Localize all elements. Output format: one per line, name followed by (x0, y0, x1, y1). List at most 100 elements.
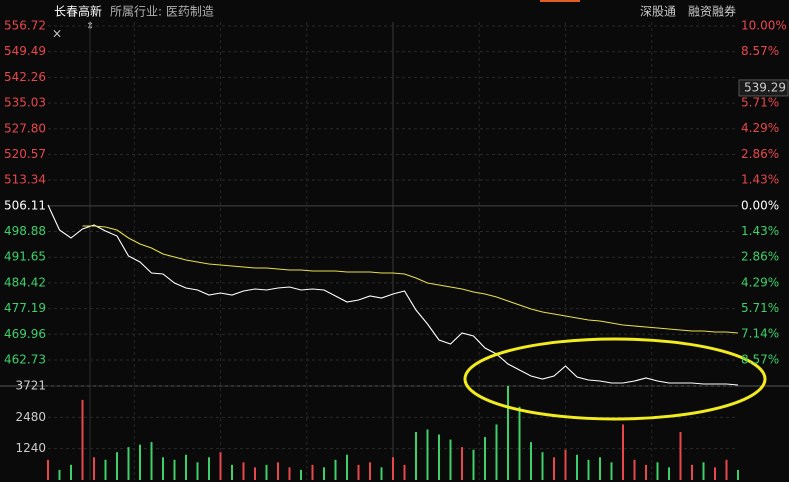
volume-bar (116, 452, 118, 480)
y2-tick-label: 5.71% (741, 96, 779, 110)
y2-tick-label: 4.29% (741, 121, 779, 135)
close-icon[interactable]: × (52, 27, 62, 41)
volume-bar (518, 406, 521, 480)
volume-bar (380, 467, 383, 480)
y-tick-label: 498.88 (4, 224, 46, 238)
stock-name: 长春高新 (54, 4, 102, 19)
volume-bar (300, 469, 302, 480)
top-accent (540, 0, 580, 2)
y-tick-label: 556.72 (4, 19, 46, 33)
volume-bar (81, 399, 84, 480)
volume-bar (346, 454, 348, 480)
volume-bar (139, 444, 141, 480)
volume-bar (392, 457, 394, 480)
tag[interactable]: 深股通 (640, 5, 676, 19)
volume-bar (599, 457, 601, 480)
volume-bar (495, 424, 498, 480)
y2-tick-label: 2.86% (741, 147, 779, 161)
volume-bar (438, 434, 440, 480)
volume-bar (288, 467, 291, 480)
volume-bar (93, 457, 95, 480)
y-tick-label: 3721 (15, 379, 46, 393)
cursor-label: 539.29 (744, 80, 786, 94)
y2-tick-label: 1.43% (741, 224, 779, 238)
grid (0, 22, 789, 480)
volume-bar (415, 432, 417, 480)
y2-tick-label: 10.00% (741, 19, 787, 33)
volume-bar (277, 462, 279, 480)
y-tick-label: 484.42 (4, 275, 46, 289)
volume-bar (185, 454, 187, 480)
line-series (82, 225, 739, 334)
volume-bar (196, 462, 199, 480)
volume-bar (633, 459, 636, 480)
y-tick-label: 527.80 (4, 121, 46, 135)
industry: 所属行业: 医药制造 (110, 5, 214, 19)
volume-bar (58, 469, 61, 480)
volume-bar (47, 459, 49, 480)
volume-bar (104, 459, 107, 480)
y-tick-label: 1240 (15, 441, 46, 455)
volume-bar (553, 457, 555, 480)
y-tick-label: 549.49 (4, 44, 46, 58)
volume-bar (564, 449, 567, 480)
y-tick-label: 535.03 (4, 96, 46, 110)
volume-bar (576, 454, 578, 480)
volume-bar (587, 459, 590, 480)
volume-bar (668, 467, 670, 480)
volume-bar (507, 386, 509, 480)
marks (47, 204, 739, 480)
volume-bar (725, 459, 728, 480)
tag[interactable]: 融资融券 (688, 4, 736, 19)
volume-bar (737, 469, 739, 480)
volume-bar (714, 467, 716, 480)
volume-bar (70, 464, 72, 480)
y-tick-label: 542.26 (4, 70, 46, 84)
volume-bar (530, 442, 532, 480)
volume-bar (679, 432, 682, 480)
volume-bar (231, 464, 233, 480)
volume-bar (162, 457, 164, 480)
y-tick-label: 2480 (15, 410, 46, 424)
y2-tick-label: 1.43% (741, 173, 779, 187)
highlight-ellipse (463, 337, 767, 421)
volume-bar (242, 462, 245, 480)
line-series (47, 204, 739, 386)
y-tick-label: 477.19 (4, 301, 46, 315)
volume-bar (369, 462, 371, 480)
y-tick-label: 469.96 (4, 327, 46, 341)
volume-bar (311, 464, 314, 480)
volume-bar (622, 424, 624, 480)
volume-bar (334, 459, 337, 480)
y-tick-label: 491.65 (4, 250, 46, 264)
volume-bar (541, 452, 544, 480)
y2-tick-label: 8.57% (741, 352, 779, 366)
volume-bar (127, 447, 130, 480)
y2-tick-label: 0.00% (741, 198, 779, 212)
volume-bar (208, 457, 210, 480)
volume-bar (357, 464, 360, 480)
cursor-box (738, 79, 789, 97)
y-tick-label: 506.11 (4, 198, 46, 212)
y2-tick-label: 4.29% (741, 275, 779, 289)
volume-bar (426, 429, 429, 480)
volume-bar (403, 464, 406, 480)
volume-bar (656, 462, 659, 480)
volume-bar (219, 452, 222, 480)
y-tick-label: 520.57 (4, 147, 46, 161)
y-tick-label: 462.73 (4, 352, 46, 366)
volume-bar (323, 467, 325, 480)
volume-bar (645, 464, 647, 480)
y2-tick-label: 2.86% (741, 250, 779, 264)
y2-tick-label: 7.14% (741, 327, 779, 341)
volume-bar (254, 467, 256, 480)
y-tick-label: 513.34 (4, 173, 46, 187)
volume-bar (265, 464, 268, 480)
volume-bar (702, 462, 705, 480)
volume-bar (484, 437, 486, 480)
labels: 556.72 549.49 542.26 535.03 527.80 520.57 513.… (4, 19, 789, 455)
volume-bar (610, 462, 613, 480)
volume-bar (691, 464, 693, 480)
